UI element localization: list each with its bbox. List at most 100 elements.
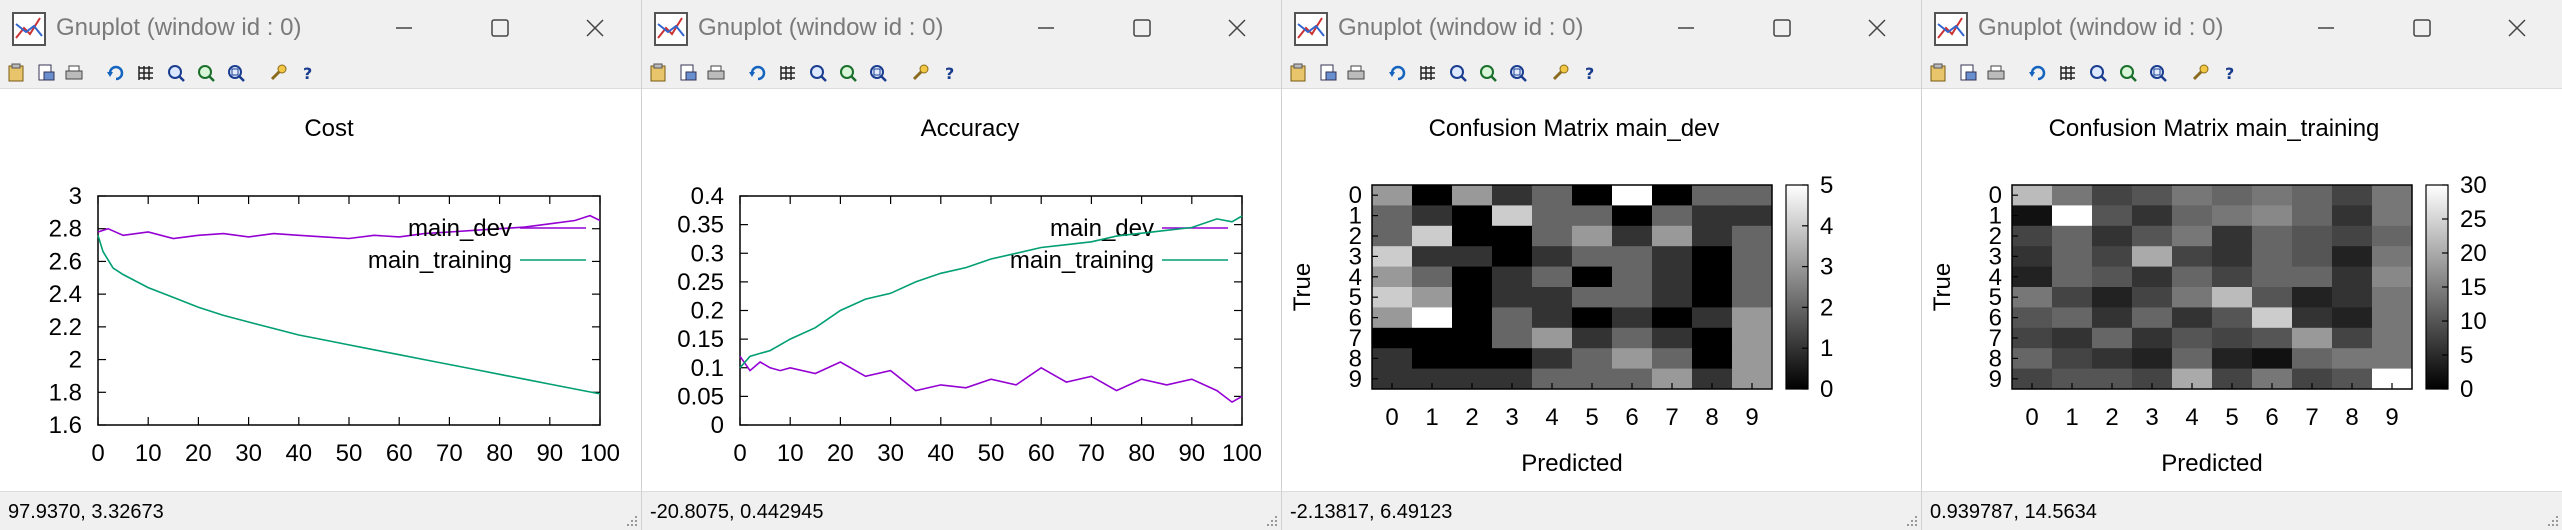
heatmap-cell [1532, 307, 1573, 329]
maximize-button[interactable] [1762, 8, 1802, 48]
x-tick-label: 9 [1745, 404, 1758, 431]
heatmap-cell [2012, 368, 2053, 390]
autoscale-icon[interactable] [226, 63, 246, 83]
zoom-next-icon[interactable] [2118, 63, 2138, 83]
title-bar[interactable]: Gnuplot (window id : 0) [0, 0, 641, 58]
x-tick-label: 20 [827, 440, 854, 467]
minimize-button[interactable] [2306, 8, 2346, 48]
title-bar[interactable]: Gnuplot (window id : 0) [1922, 0, 2562, 58]
autoscale-icon[interactable] [868, 63, 888, 83]
y-tick-label: 0 [711, 412, 724, 439]
title-bar[interactable]: Gnuplot (window id : 0) [642, 0, 1281, 58]
close-button[interactable] [1217, 8, 1257, 48]
grid-icon[interactable] [778, 63, 798, 83]
x-tick-label: 10 [777, 440, 804, 467]
options-icon[interactable] [2190, 63, 2210, 83]
plot-area[interactable]: Cost 0 10 20 30 40 50 60 70 80 90 100 1.6 1.8 2 2.2 2.4 2… [0, 89, 642, 489]
y-tick-label: 7 [1349, 325, 1362, 352]
zoom-previous-icon[interactable] [808, 63, 828, 83]
options-icon[interactable] [1550, 63, 1570, 83]
zoom-next-icon[interactable] [1478, 63, 1498, 83]
help-icon[interactable]: ? [940, 63, 960, 83]
title-bar[interactable]: Gnuplot (window id : 0) [1282, 0, 1921, 58]
minimize-button[interactable] [1026, 8, 1066, 48]
copy-to-clipboard-icon[interactable] [1288, 63, 1308, 83]
heatmap-cell [2132, 368, 2173, 390]
autoscale-icon[interactable] [1508, 63, 1528, 83]
print-icon[interactable] [706, 63, 726, 83]
heatmap-cell [1652, 368, 1693, 390]
print-icon[interactable] [1986, 63, 2006, 83]
resize-grip-icon[interactable] [625, 514, 639, 528]
copy-to-clipboard-icon[interactable] [1928, 63, 1948, 83]
heatmap-cell [2332, 368, 2373, 390]
zoom-previous-icon[interactable] [166, 63, 186, 83]
print-icon[interactable] [64, 63, 84, 83]
grid-icon[interactable] [136, 63, 156, 83]
options-icon[interactable] [910, 63, 930, 83]
help-icon[interactable]: ? [298, 63, 318, 83]
replot-icon[interactable] [1388, 63, 1408, 83]
heatmap-cell [1612, 348, 1653, 370]
colorbar-tick-label: 20 [2460, 240, 2487, 267]
zoom-next-icon[interactable] [838, 63, 858, 83]
x-tick-label: 1 [1425, 404, 1438, 431]
gnuplot-window-confusion-dev: Gnuplot (window id : 0) ? Confusion Matr… [1282, 0, 1922, 530]
close-button[interactable] [2497, 8, 2537, 48]
autoscale-icon[interactable] [2148, 63, 2168, 83]
close-button[interactable] [575, 8, 615, 48]
minimize-button[interactable] [384, 8, 424, 48]
heatmap-cell [1612, 246, 1653, 268]
replot-icon[interactable] [106, 63, 126, 83]
print-preview-icon[interactable] [678, 63, 698, 83]
heatmap-cell [2172, 266, 2213, 288]
heatmap-cell [1692, 368, 1733, 390]
help-icon[interactable]: ? [1580, 63, 1600, 83]
heatmap-cell [1612, 307, 1653, 329]
options-icon[interactable] [268, 63, 288, 83]
print-preview-icon[interactable] [1958, 63, 1978, 83]
series-line-main-training [97, 235, 601, 395]
y-tick-label: 4 [1989, 264, 2002, 291]
toolbar: ? [0, 58, 641, 89]
x-tick-label: 80 [486, 440, 513, 467]
grid-icon[interactable] [2058, 63, 2078, 83]
heatmap-cell [1532, 348, 1573, 370]
replot-icon[interactable] [2028, 63, 2048, 83]
x-tick-label: 20 [185, 440, 212, 467]
maximize-button[interactable] [2402, 8, 2442, 48]
help-icon[interactable]: ? [2220, 63, 2240, 83]
print-preview-icon[interactable] [1318, 63, 1338, 83]
heatmap-cell [2252, 327, 2293, 349]
print-icon[interactable] [1346, 63, 1366, 83]
heatmap-cell [1412, 185, 1453, 206]
maximize-button[interactable] [480, 8, 520, 48]
minimize-button[interactable] [1666, 8, 1706, 48]
heatmap-cell [1372, 348, 1413, 370]
maximize-button[interactable] [1122, 8, 1162, 48]
resize-grip-icon[interactable] [1265, 514, 1279, 528]
heatmap-cell [2132, 307, 2173, 329]
close-button[interactable] [1857, 8, 1897, 48]
zoom-previous-icon[interactable] [2088, 63, 2108, 83]
heatmap-cell [1692, 307, 1733, 329]
resize-grip-icon[interactable] [1905, 514, 1919, 528]
heatmap-cell [1532, 246, 1573, 268]
colorbar-tick-label: 1 [1820, 335, 1833, 362]
print-preview-icon[interactable] [36, 63, 56, 83]
heatmap-cell [2332, 266, 2373, 288]
grid-icon[interactable] [1418, 63, 1438, 83]
status-bar: 0.939787, 14.5634 [1922, 491, 2562, 530]
zoom-previous-icon[interactable] [1448, 63, 1468, 83]
zoom-next-icon[interactable] [196, 63, 216, 83]
replot-icon[interactable] [748, 63, 768, 83]
heatmap-cell [1492, 327, 1533, 349]
mouse-coordinates: 0.939787, 14.5634 [1930, 501, 2097, 523]
resize-grip-icon[interactable] [2546, 514, 2560, 528]
y-tick-label: 2.2 [49, 314, 82, 341]
copy-to-clipboard-icon[interactable] [6, 63, 26, 83]
copy-to-clipboard-icon[interactable] [648, 63, 668, 83]
